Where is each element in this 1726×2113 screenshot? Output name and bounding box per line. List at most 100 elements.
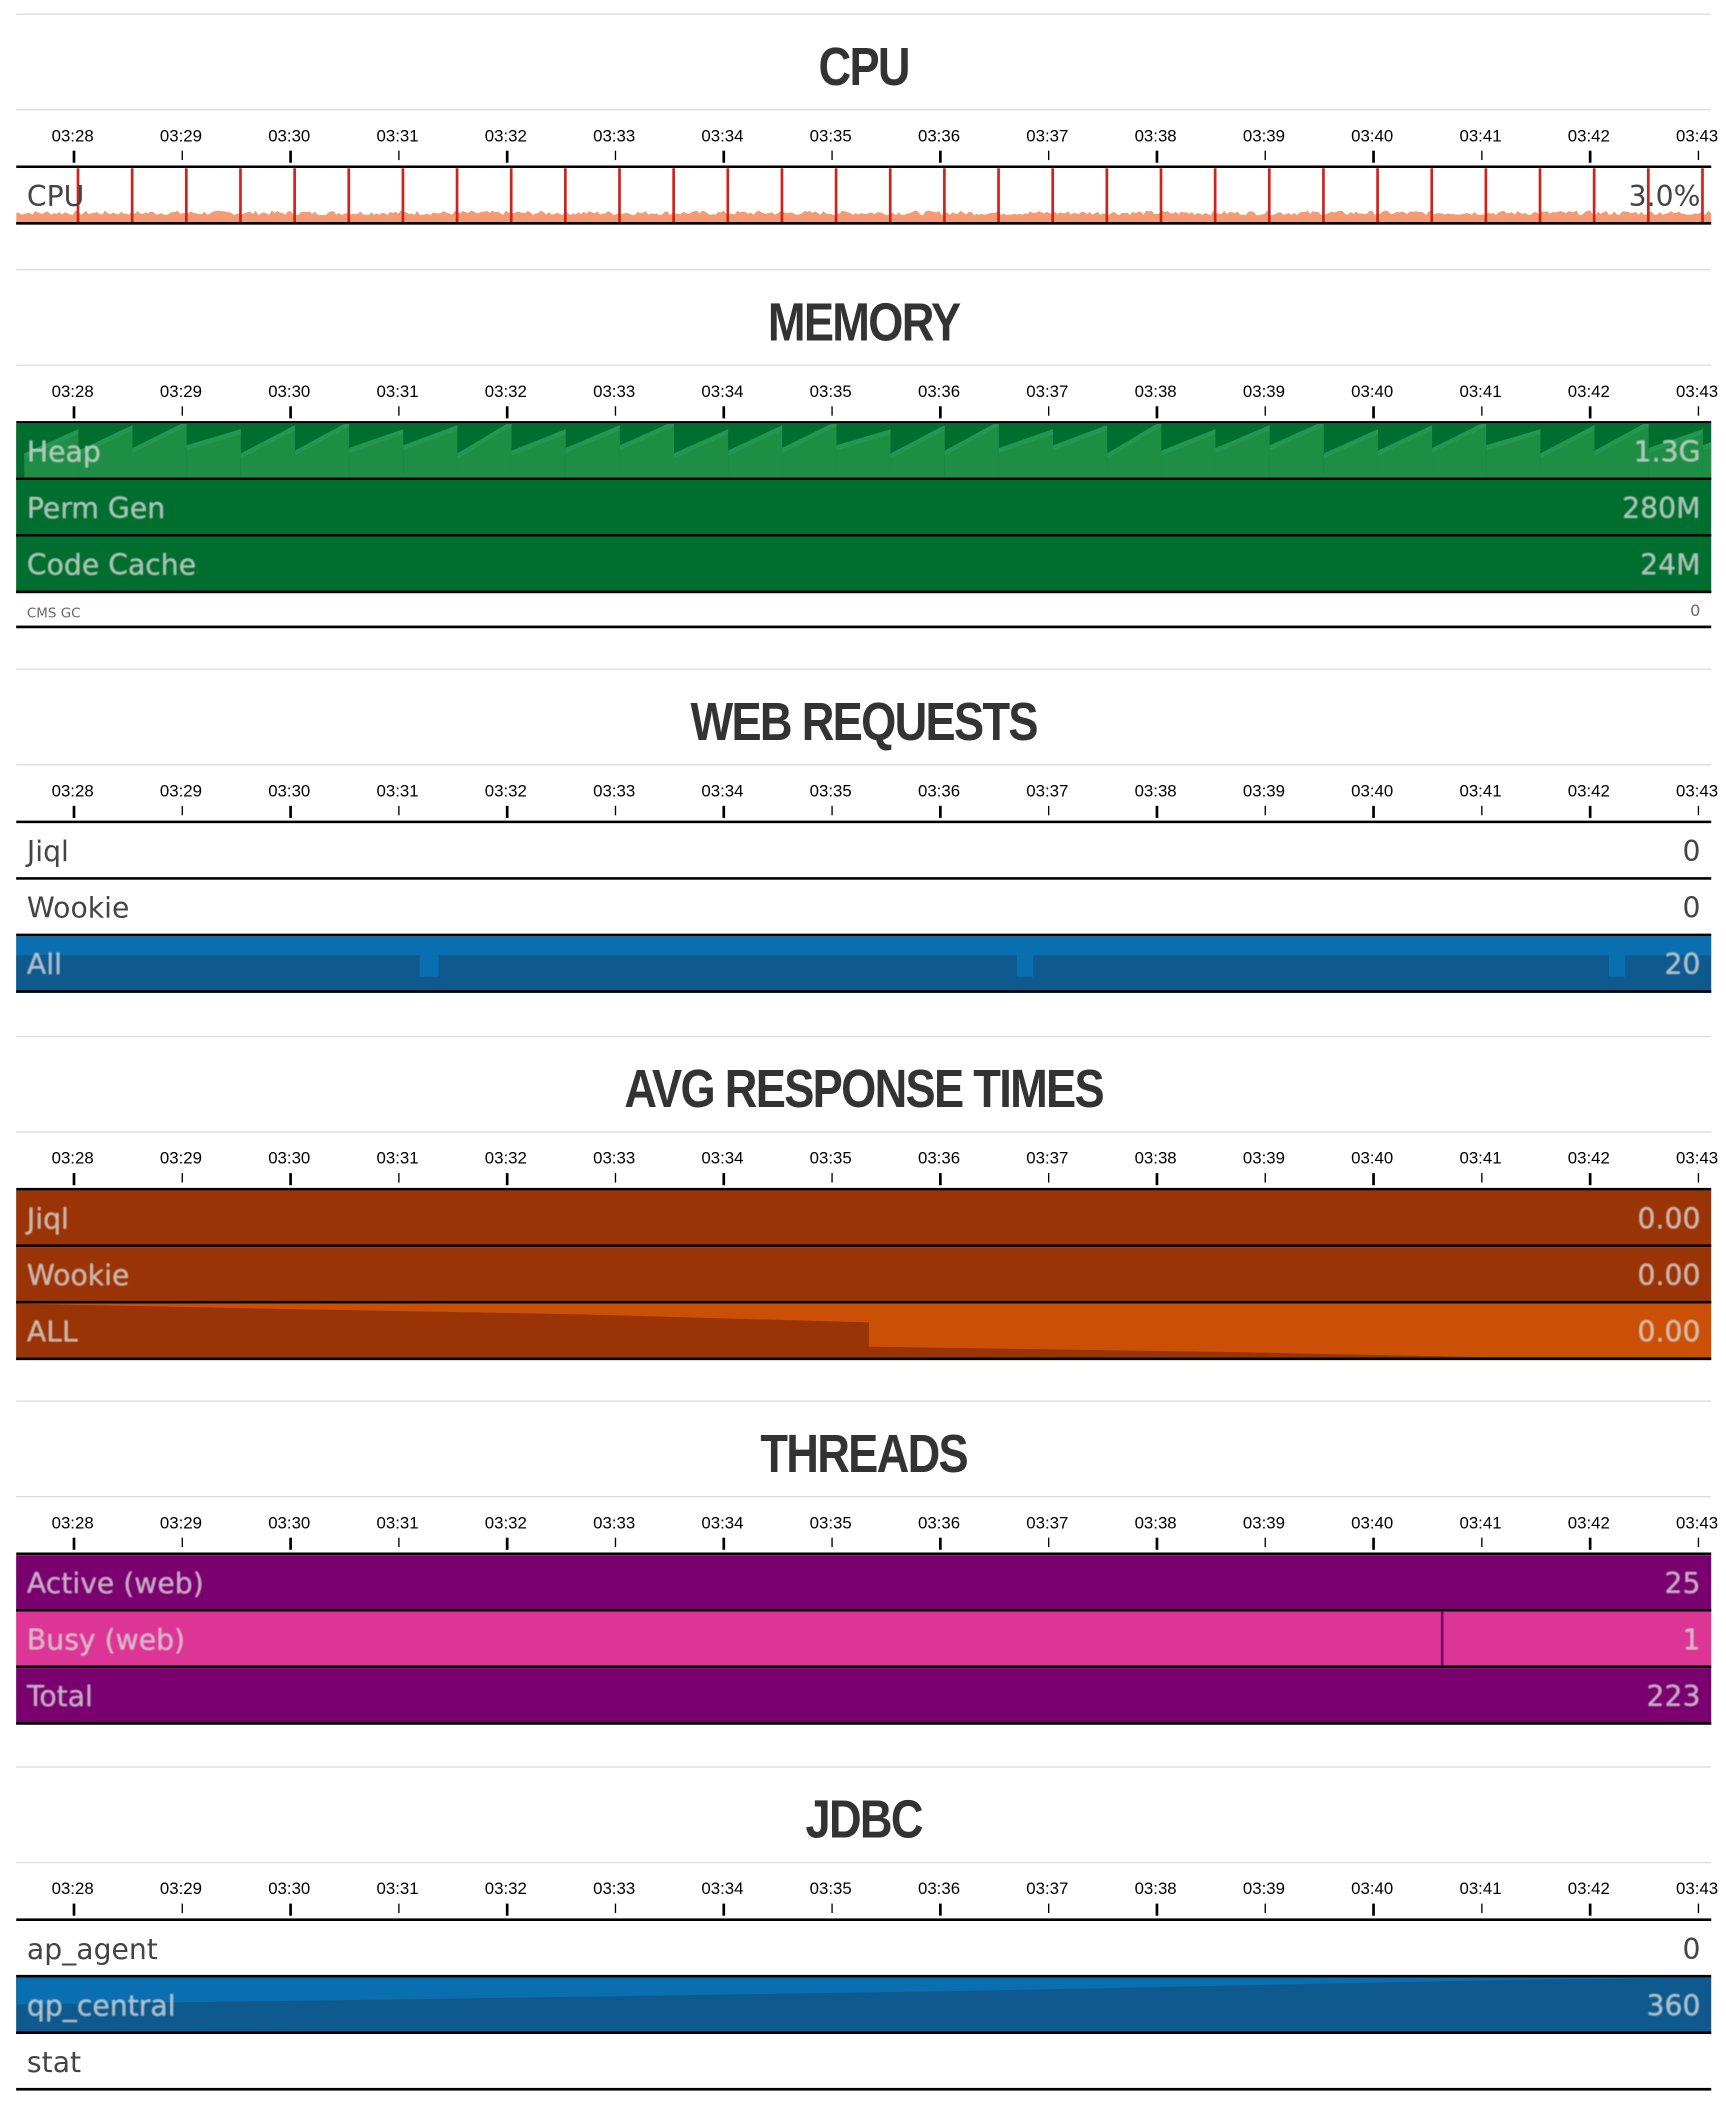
time-tick-label: 03:41 <box>1459 781 1502 801</box>
time-tick-mark <box>72 406 76 419</box>
time-tick: 03:43 <box>1676 765 1718 823</box>
time-tick-label: 03:28 <box>51 1148 94 1168</box>
time-tick-mark <box>72 1903 76 1916</box>
time-tick-label: 03:43 <box>1676 1879 1719 1899</box>
row-label: ALL <box>26 1315 78 1348</box>
time-tick: 03:34 <box>701 1863 743 1921</box>
time-tick-mark <box>1697 406 1700 416</box>
time-tick-mark <box>1480 1537 1483 1548</box>
heap-tooth <box>1648 434 1703 478</box>
axis-baseline <box>16 421 1712 424</box>
row-value: 0 <box>1682 891 1701 925</box>
time-tick: 03:33 <box>593 765 635 823</box>
response-row-wookie[interactable]: Wookie 0.00 <box>16 1247 1712 1304</box>
time-tick-mark <box>1697 1903 1700 1914</box>
threads-row-total[interactable]: Total 223 <box>16 1668 1712 1725</box>
section-divider <box>16 668 1712 670</box>
threads-row-active[interactable]: Active (web) 25 <box>16 1555 1712 1612</box>
jdbc-row-stat[interactable]: stat <box>16 2034 1712 2091</box>
row-label: CMS GC <box>26 606 81 622</box>
time-tick: 03:34 <box>701 366 743 424</box>
heap-tooth <box>1377 430 1433 478</box>
time-tick-mark <box>72 1537 76 1550</box>
time-tick-label: 03:43 <box>1676 1513 1719 1533</box>
time-tick-label: 03:42 <box>1567 1879 1610 1899</box>
time-tick: 03:43 <box>1676 1133 1718 1191</box>
memory-row-cms-gc[interactable]: CMS GC 0 <box>16 593 1712 629</box>
memory-row-heap[interactable]: Heap 1.3G <box>16 423 1712 481</box>
time-tick: 03:41 <box>1459 1497 1502 1555</box>
time-tick: 03:42 <box>1568 366 1610 424</box>
heap-tooth <box>728 430 783 478</box>
time-tick: 03:35 <box>810 1497 852 1555</box>
time-tick-mark <box>614 1903 617 1914</box>
time-tick: 03:38 <box>1135 366 1177 424</box>
time-tick-mark <box>180 805 183 816</box>
requests-area <box>16 936 1712 991</box>
row-label: Perm Gen <box>26 492 166 525</box>
axis-divider <box>16 1495 1712 1498</box>
time-tick-label: 03:38 <box>1134 1513 1177 1533</box>
time-tick-mark <box>1372 406 1375 419</box>
time-tick-label: 03:33 <box>593 1513 636 1533</box>
time-tick: 03:33 <box>593 1133 635 1191</box>
time-tick: 03:36 <box>918 1133 960 1191</box>
time-tick: 03:32 <box>485 1497 527 1555</box>
time-tick-mark <box>614 1173 617 1183</box>
response-row-all[interactable]: ALL 0.00 <box>16 1303 1712 1361</box>
cpu-panel: CPU 03:28 03:29 03:30 03:31 03:32 03:33 03:34 0… <box>16 13 1718 228</box>
time-tick-label: 03:34 <box>701 1879 744 1899</box>
row-value: 1 <box>1682 1623 1701 1657</box>
response-row-jiql[interactable]: Jiql 0.00 <box>16 1190 1712 1248</box>
memory-row-perm-gen[interactable]: Perm Gen 280M <box>16 480 1712 537</box>
time-tick-label: 03:28 <box>51 1513 94 1533</box>
time-tick-mark <box>1480 805 1483 816</box>
time-tick-mark <box>1047 1903 1050 1914</box>
heap-tooth <box>24 434 79 478</box>
time-tick-label: 03:43 <box>1676 781 1719 801</box>
time-tick-mark <box>505 1903 509 1916</box>
time-tick-mark <box>397 150 400 161</box>
jdbc-row-qp-central[interactable]: qp_central 360 <box>16 1977 1712 2035</box>
time-tick: 03:34 <box>701 1497 743 1555</box>
web-requests-row-all[interactable]: All 20 <box>16 936 1712 993</box>
time-tick-label: 03:28 <box>51 382 94 401</box>
time-tick: 03:31 <box>376 1863 419 1921</box>
time-tick-mark <box>505 1173 509 1186</box>
heap-tooth <box>1269 426 1324 478</box>
row-label: Total <box>26 1680 93 1713</box>
time-tick-mark <box>397 1903 400 1914</box>
jdbc-area-top <box>16 1977 1712 2032</box>
response-times-title: AVG RESPONSE TIMES <box>624 1060 1104 1120</box>
heap-tooth-highlight <box>728 425 783 457</box>
time-tick: 03:41 <box>1459 1863 1502 1921</box>
time-tick-mark <box>1047 1173 1050 1183</box>
cpu-row[interactable]: CPU 3.0% <box>16 168 1712 225</box>
memory-row-code-cache[interactable]: Code Cache 24M <box>16 536 1712 594</box>
time-tick-label: 03:43 <box>1676 382 1719 401</box>
web-requests-time-axis: 03:28 03:29 03:30 03:31 03:32 03:33 03:34 03:35… <box>16 765 1726 824</box>
time-tick: 03:35 <box>810 1133 852 1191</box>
jdbc-row-ap-agent[interactable]: ap_agent 0 <box>16 1921 1712 1978</box>
web-requests-row-jiql[interactable]: Jiql 0 <box>16 823 1712 880</box>
web-requests-row-wookie[interactable]: Wookie 0 <box>16 879 1712 937</box>
time-tick: 03:34 <box>701 765 743 823</box>
row-label: Code Cache <box>26 548 197 582</box>
requests-dip <box>1017 955 1034 977</box>
time-tick-mark <box>180 150 183 161</box>
time-tick-mark <box>830 1173 833 1183</box>
jdbc-title: JDBC <box>805 1790 924 1850</box>
row-label: Busy (web) <box>26 1623 186 1657</box>
time-tick-label: 03:34 <box>701 382 744 401</box>
time-tick: 03:31 <box>376 765 419 823</box>
time-tick: 03:28 <box>52 1133 94 1191</box>
time-tick: 03:30 <box>268 366 310 424</box>
time-tick-label: 03:34 <box>701 126 744 146</box>
time-tick-mark <box>1588 1537 1592 1550</box>
time-tick: 03:40 <box>1351 1497 1393 1555</box>
threads-row-busy[interactable]: Busy (web) 1 <box>16 1611 1712 1669</box>
time-tick-label: 03:37 <box>1026 1879 1069 1899</box>
time-tick-mark <box>180 1173 183 1183</box>
memory-title: MEMORY <box>767 293 961 353</box>
jdbc-area <box>16 1977 1712 2032</box>
